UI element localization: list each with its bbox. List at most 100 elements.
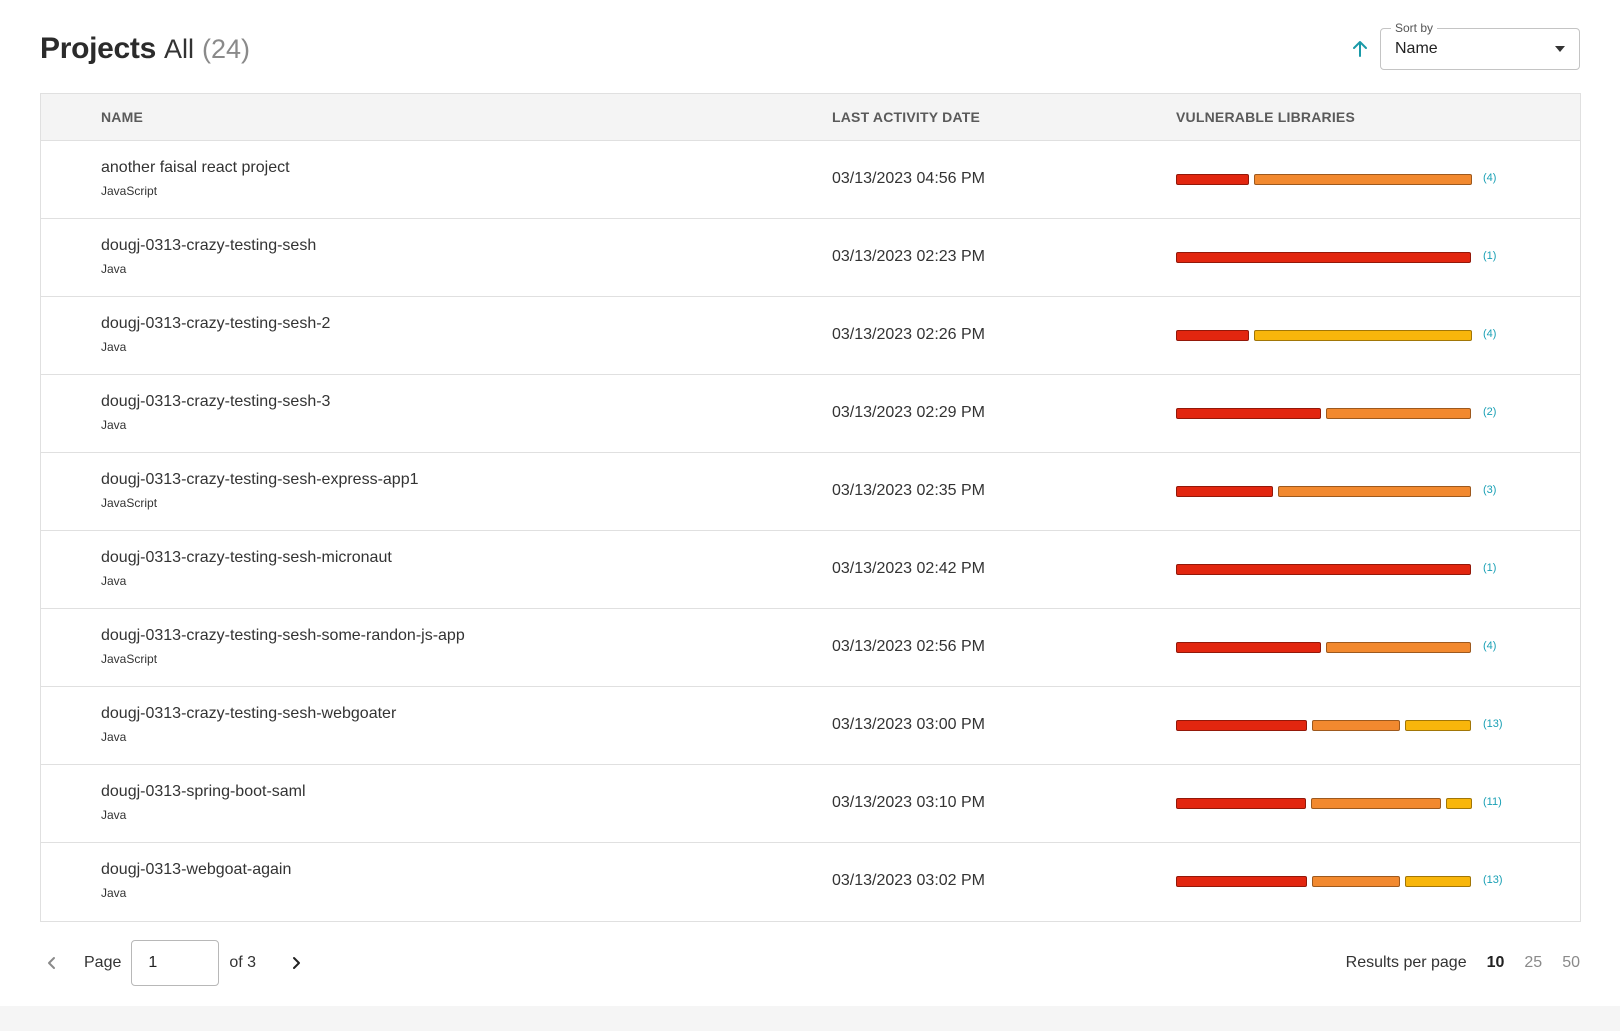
vulnerable-libraries-bar[interactable]: (11) [1176, 796, 1506, 810]
table-header: NAME LAST ACTIVITY DATE VULNERABLE LIBRA… [41, 94, 1580, 141]
severity-bar-segment [1176, 798, 1306, 809]
sort-by-select[interactable]: Sort by Name [1380, 21, 1580, 70]
last-activity-date: 03/13/2023 02:35 PM [832, 482, 986, 499]
last-activity-date: 03/13/2023 02:23 PM [832, 248, 986, 265]
project-name-cell: dougj-0313-spring-boot-saml Java [101, 783, 306, 822]
vulnerable-count[interactable]: (1) [1483, 250, 1497, 262]
pagination: Page of 3 Results per page 10 25 50 [40, 940, 1580, 986]
table-row[interactable]: dougj-0313-webgoat-again Java 03/13/2023 0… [41, 843, 1580, 921]
project-name-link[interactable]: another faisal react project [101, 159, 290, 176]
severity-bar-segment [1326, 408, 1471, 419]
caret-down-icon [1555, 46, 1565, 52]
last-activity-date: 03/13/2023 02:29 PM [832, 404, 986, 421]
project-name-link[interactable]: dougj-0313-webgoat-again [101, 861, 292, 878]
project-name-link[interactable]: dougj-0313-crazy-testing-sesh-some-rando… [101, 627, 465, 644]
last-activity-date: 03/13/2023 02:26 PM [832, 326, 986, 343]
project-language: Java [101, 808, 127, 822]
vulnerable-libraries-bar[interactable]: (1) [1176, 250, 1506, 264]
vulnerable-libraries-bar[interactable]: (4) [1176, 172, 1506, 186]
severity-bar-segment [1254, 330, 1472, 341]
vulnerable-count[interactable]: (4) [1483, 172, 1497, 184]
project-language: Java [101, 730, 127, 744]
table-row[interactable]: dougj-0313-crazy-testing-sesh Java 03/13/2… [41, 219, 1580, 297]
vulnerable-libraries-bar[interactable]: (4) [1176, 640, 1506, 654]
severity-bar-segment [1254, 174, 1472, 185]
table-row[interactable]: dougj-0313-crazy-testing-sesh-webgoater J… [41, 687, 1580, 765]
severity-bar-segment [1176, 642, 1321, 653]
project-name-link[interactable]: dougj-0313-crazy-testing-sesh-express-ap… [101, 471, 419, 488]
vulnerable-count[interactable]: (3) [1483, 484, 1497, 496]
page-label: Page [84, 954, 122, 971]
title-group: Projects All (24) [40, 32, 250, 66]
sort-by-value: Name [1395, 40, 1438, 57]
project-name-link[interactable]: dougj-0313-crazy-testing-sesh-2 [101, 315, 331, 332]
vulnerable-count[interactable]: (2) [1483, 406, 1497, 418]
severity-bar-segment [1446, 798, 1472, 809]
project-language: JavaScript [101, 184, 158, 198]
project-language: Java [101, 886, 127, 900]
project-name-link[interactable]: dougj-0313-crazy-testing-sesh [101, 237, 317, 254]
severity-bar-segment [1176, 252, 1471, 263]
project-name-cell: dougj-0313-crazy-testing-sesh-express-ap… [101, 471, 419, 510]
last-activity-date: 03/13/2023 03:10 PM [832, 794, 986, 811]
column-header-vulnerable-libraries[interactable]: VULNERABLE LIBRARIES [1176, 109, 1356, 125]
severity-bar-segment [1176, 330, 1249, 341]
severity-bar-segment [1326, 642, 1471, 653]
vulnerable-libraries-bar[interactable]: (4) [1176, 328, 1506, 342]
column-header-last-activity[interactable]: LAST ACTIVITY DATE [832, 109, 981, 125]
rpp-option-10[interactable]: 10 [1486, 954, 1505, 971]
vulnerable-count[interactable]: (1) [1483, 562, 1497, 574]
vulnerable-count[interactable]: (4) [1483, 328, 1497, 340]
severity-bar-segment [1278, 486, 1471, 497]
table-row[interactable]: dougj-0313-crazy-testing-sesh-micronaut J… [41, 531, 1580, 609]
vulnerable-count[interactable]: (13) [1483, 718, 1503, 730]
project-name-cell: another faisal react project JavaScript [101, 159, 290, 198]
vulnerable-count[interactable]: (13) [1483, 874, 1503, 886]
table-row[interactable]: dougj-0313-spring-boot-saml Java 03/13/202… [41, 765, 1580, 843]
vulnerable-libraries-bar[interactable]: (2) [1176, 406, 1506, 420]
sort-by-label: Sort by [1391, 21, 1438, 35]
project-name-link[interactable]: dougj-0313-crazy-testing-sesh-3 [101, 393, 331, 410]
arrow-up-icon[interactable] [1348, 37, 1372, 61]
project-name-cell: dougj-0313-crazy-testing-sesh-some-rando… [101, 627, 465, 666]
page-header: Projects All (24) Sort by Name [40, 21, 1580, 74]
table-row[interactable]: dougj-0313-crazy-testing-sesh-3 Java 03/13… [41, 375, 1580, 453]
table-row[interactable]: dougj-0313-crazy-testing-sesh-some-rando… [41, 609, 1580, 687]
project-name-link[interactable]: dougj-0313-crazy-testing-sesh-micronaut [101, 549, 392, 566]
page-number-input[interactable] [131, 940, 220, 986]
project-name-link[interactable]: dougj-0313-crazy-testing-sesh-webgoater [101, 705, 397, 722]
rpp-option-50[interactable]: 50 [1562, 954, 1580, 971]
page-navigation: Page of 3 [40, 940, 308, 986]
project-name-link[interactable]: dougj-0313-spring-boot-saml [101, 783, 306, 800]
severity-bar-segment [1176, 876, 1307, 887]
chevron-right-icon[interactable] [284, 951, 308, 975]
last-activity-date: 03/13/2023 03:02 PM [832, 872, 986, 889]
table-row[interactable]: dougj-0313-crazy-testing-sesh-express-ap… [41, 453, 1580, 531]
project-filter-label[interactable]: All [164, 34, 195, 64]
vulnerable-libraries-bar[interactable]: (1) [1176, 562, 1506, 576]
last-activity-date: 03/13/2023 03:00 PM [832, 716, 986, 733]
project-language: JavaScript [101, 652, 158, 666]
severity-bar-segment [1405, 876, 1471, 887]
severity-bar-segment [1176, 720, 1307, 731]
projects-table: NAME LAST ACTIVITY DATE VULNERABLE LIBRA… [40, 93, 1581, 922]
table-row[interactable]: another faisal react project JavaScript 03… [41, 141, 1580, 219]
project-language: JavaScript [101, 496, 158, 510]
column-header-name[interactable]: NAME [101, 109, 144, 125]
table-row[interactable]: dougj-0313-crazy-testing-sesh-2 Java 03/13… [41, 297, 1580, 375]
project-language: Java [101, 418, 127, 432]
project-name-cell: dougj-0313-crazy-testing-sesh-3 Java [101, 393, 330, 432]
vulnerable-count[interactable]: (11) [1483, 796, 1502, 808]
chevron-left-icon[interactable] [40, 951, 64, 975]
vulnerable-libraries-bar[interactable]: (3) [1176, 484, 1506, 498]
rpp-option-25[interactable]: 25 [1524, 954, 1543, 971]
severity-bar-segment [1405, 720, 1471, 731]
project-language: Java [101, 574, 127, 588]
severity-bar-segment [1176, 486, 1273, 497]
project-count: (24) [202, 34, 251, 64]
vulnerable-libraries-bar[interactable]: (13) [1176, 718, 1506, 732]
vulnerable-count[interactable]: (4) [1483, 640, 1497, 652]
last-activity-date: 03/13/2023 04:56 PM [832, 170, 986, 187]
vulnerable-libraries-bar[interactable]: (13) [1176, 874, 1506, 888]
